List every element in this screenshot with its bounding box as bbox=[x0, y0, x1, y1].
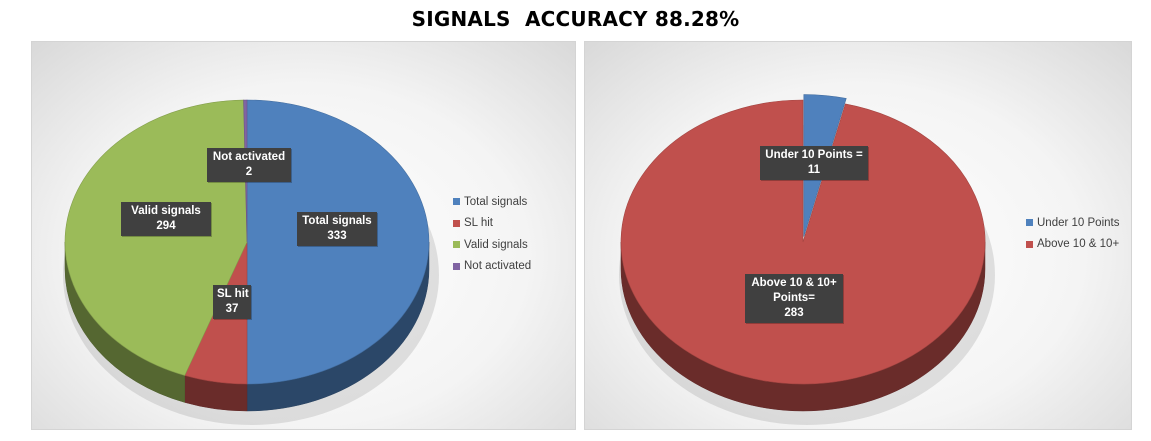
pie-chart-signals: Total signals 333 SL hit 37 Valid signal… bbox=[31, 41, 576, 430]
data-label-value: 294 bbox=[156, 220, 176, 232]
data-label-value: 283 bbox=[784, 307, 804, 319]
data-label-value: 333 bbox=[327, 230, 347, 242]
pie-slice-valid-signals bbox=[64, 99, 248, 376]
data-label-name: Not activated bbox=[212, 151, 286, 163]
legend-swatch bbox=[1026, 219, 1033, 227]
data-label-value: 11 bbox=[807, 164, 821, 176]
legend-points: Under 10 Points Above 10 & 10+ bbox=[1026, 212, 1119, 255]
legend-item-sl-hit: SL hit bbox=[453, 213, 531, 235]
legend-label: Not activated bbox=[464, 260, 532, 273]
legend-item-above-10-points: Above 10 & 10+ bbox=[1026, 234, 1119, 256]
data-label-under-10-points: Under 10 Points = 11 bbox=[760, 146, 868, 180]
data-label-name: Above 10 & 10+ Points= bbox=[751, 277, 837, 304]
legend-item-not-activated: Not activated bbox=[453, 256, 531, 278]
legend-swatch bbox=[1026, 240, 1033, 248]
data-label-name: Valid signals bbox=[131, 205, 201, 217]
data-label-name: Total signals bbox=[302, 215, 372, 227]
pie-slices bbox=[620, 94, 986, 385]
data-label-name: Under 10 Points = bbox=[765, 149, 863, 161]
legend-swatch bbox=[453, 262, 460, 270]
data-label-total-signals: Total signals 333 bbox=[297, 212, 377, 246]
data-label-name: SL hit bbox=[217, 288, 249, 300]
pie-slice-above-10-10 bbox=[620, 99, 986, 385]
data-label-sl-hit: SL hit 37 bbox=[213, 285, 251, 319]
data-label-value: 37 bbox=[225, 303, 239, 315]
data-label-valid-signals: Valid signals 294 bbox=[121, 202, 211, 236]
legend-item-total-signals: Total signals bbox=[453, 191, 531, 213]
legend-item-valid-signals: Valid signals bbox=[453, 234, 531, 256]
legend-swatch bbox=[453, 241, 460, 249]
legend-label: Above 10 & 10+ bbox=[1037, 238, 1120, 251]
legend-swatch bbox=[453, 219, 460, 227]
pie-plot-area-signals bbox=[63, 99, 439, 425]
legend-item-under-10-points: Under 10 Points bbox=[1026, 212, 1119, 234]
legend-label: Valid signals bbox=[464, 238, 528, 251]
legend-signals: Total signals SL hit Valid signals Not a… bbox=[453, 191, 531, 277]
data-label-above-10-points: Above 10 & 10+ Points= 283 bbox=[745, 274, 843, 323]
data-label-not-activated: Not activated 2 bbox=[207, 148, 291, 182]
chart-title: SIGNALS ACCURACY 88.28% bbox=[411, 7, 740, 31]
data-label-value: 2 bbox=[245, 166, 253, 178]
legend-label: SL hit bbox=[464, 217, 493, 230]
legend-label: Under 10 Points bbox=[1037, 216, 1120, 229]
pie-slices bbox=[64, 99, 430, 385]
pie-chart-points: Under 10 Points = 11 Above 10 & 10+ Poin… bbox=[584, 41, 1132, 430]
legend-swatch bbox=[453, 198, 460, 206]
legend-label: Total signals bbox=[464, 195, 528, 208]
